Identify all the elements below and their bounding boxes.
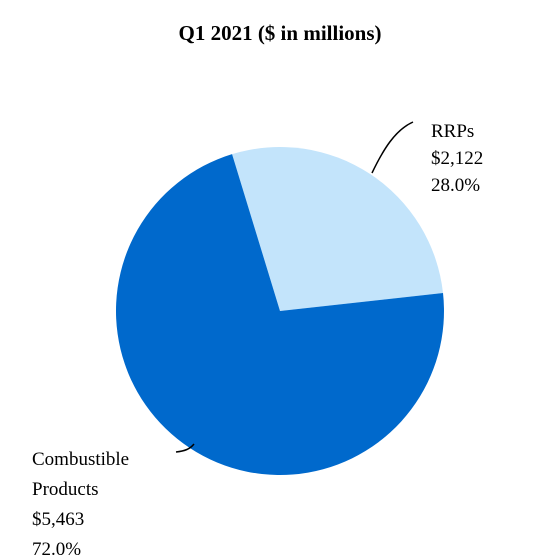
slice-label-combustible-line1: Combustible [32, 449, 129, 470]
pie-slices [115, 147, 444, 476]
pie-slice-rrps [232, 147, 444, 311]
slice-value-combustible: $5,463 [32, 509, 84, 530]
slice-label-combustible-line2: Products [32, 479, 99, 500]
slice-percent-combustible: 72.0% [32, 539, 81, 560]
leader-lines [175, 121, 414, 453]
slice-label-combustible: Combustible Products $5,463 72.0% [32, 449, 134, 560]
chart-title: Q1 2021 ($ in millions) [178, 21, 381, 45]
slice-label-rrps-name: RRPs [431, 121, 474, 142]
slice-value-rrps: $2,122 [431, 148, 483, 169]
slice-percent-rrps: 28.0% [431, 175, 480, 196]
leader-line-combustible [175, 443, 195, 453]
leader-line-rrps [371, 121, 414, 174]
slice-label-rrps: RRPs $2,122 28.0% [431, 121, 488, 196]
pie-slice-combustible-products [115, 154, 444, 476]
